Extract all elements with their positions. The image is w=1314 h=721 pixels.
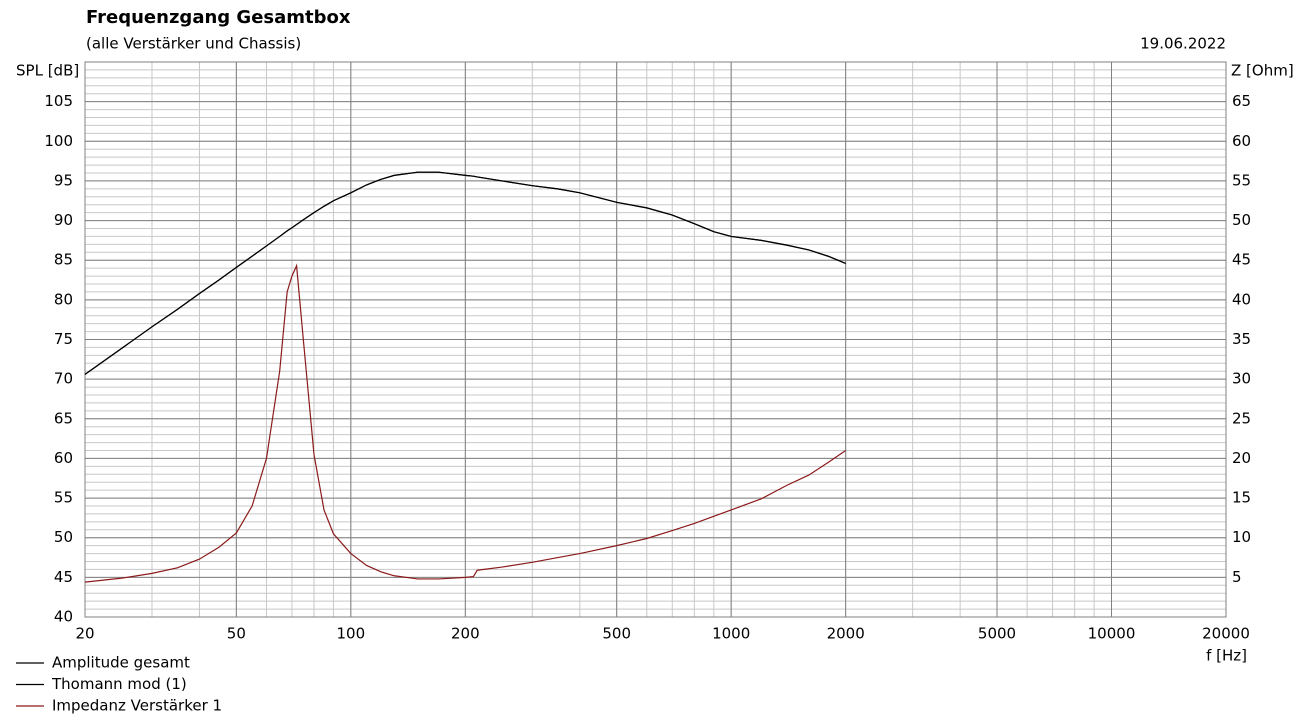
x-tick-label: 100 — [337, 625, 366, 643]
y2-tick-label: 10 — [1232, 528, 1251, 546]
x-tick-label: 20000 — [1202, 625, 1250, 643]
y2-tick-label: 15 — [1232, 489, 1251, 507]
y2-tick-label: 35 — [1232, 330, 1251, 348]
y2-tick-label: 45 — [1232, 251, 1251, 269]
y-axis-label: SPL [dB] — [16, 62, 79, 80]
x-tick-label: 50 — [227, 625, 246, 643]
y-tick-label: 50 — [54, 528, 73, 546]
y2-axis-label: Z [Ohm] — [1231, 62, 1294, 80]
x-tick-label: 500 — [602, 625, 631, 643]
y2-tick-label: 50 — [1232, 211, 1251, 229]
y-tick-label: 100 — [44, 132, 73, 150]
x-tick-label: 20 — [75, 625, 94, 643]
legend-label: Thomann mod (1) — [51, 675, 187, 693]
x-tick-label: 10000 — [1088, 625, 1136, 643]
chart-date: 19.06.2022 — [1140, 35, 1226, 53]
chart-title: Frequenzgang Gesamtbox — [86, 7, 351, 28]
y2-tick-label: 30 — [1232, 370, 1251, 388]
y-tick-label: 40 — [54, 608, 73, 626]
y2-tick-label: 5 — [1232, 568, 1242, 586]
legend-label: Impedanz Verstärker 1 — [52, 697, 222, 715]
y2-tick-label: 55 — [1232, 171, 1251, 189]
plot-frame — [84, 61, 1227, 618]
y-tick-label: 70 — [54, 370, 73, 388]
y-tick-label: 95 — [54, 171, 73, 189]
y2-tick-label: 60 — [1232, 132, 1251, 150]
y2-tick-label: 25 — [1232, 409, 1251, 427]
x-tick-label: 2000 — [827, 625, 865, 643]
legend-label: Amplitude gesamt — [52, 654, 190, 672]
y-tick-label: 85 — [54, 251, 73, 269]
y-tick-label: 65 — [54, 409, 73, 427]
y2-tick-label: 65 — [1232, 92, 1251, 110]
y-tick-label: 45 — [54, 568, 73, 586]
y-tick-label: 90 — [54, 211, 73, 229]
y-tick-label: 105 — [44, 92, 73, 110]
x-axis-label: f [Hz] — [1206, 647, 1247, 665]
x-tick-label: 200 — [451, 625, 480, 643]
y-tick-label: 75 — [54, 330, 73, 348]
series-line — [84, 263, 847, 583]
y-tick-label: 80 — [54, 290, 73, 308]
x-tick-label: 5000 — [978, 625, 1016, 643]
y2-tick-label: 40 — [1232, 290, 1251, 308]
y-tick-label: 60 — [54, 449, 73, 467]
y2-tick-label: 20 — [1232, 449, 1251, 467]
series-line — [84, 171, 846, 375]
chart-subtitle: (alle Verstärker und Chassis) — [86, 35, 301, 53]
x-tick-label: 1000 — [712, 625, 750, 643]
y-tick-label: 55 — [54, 489, 73, 507]
